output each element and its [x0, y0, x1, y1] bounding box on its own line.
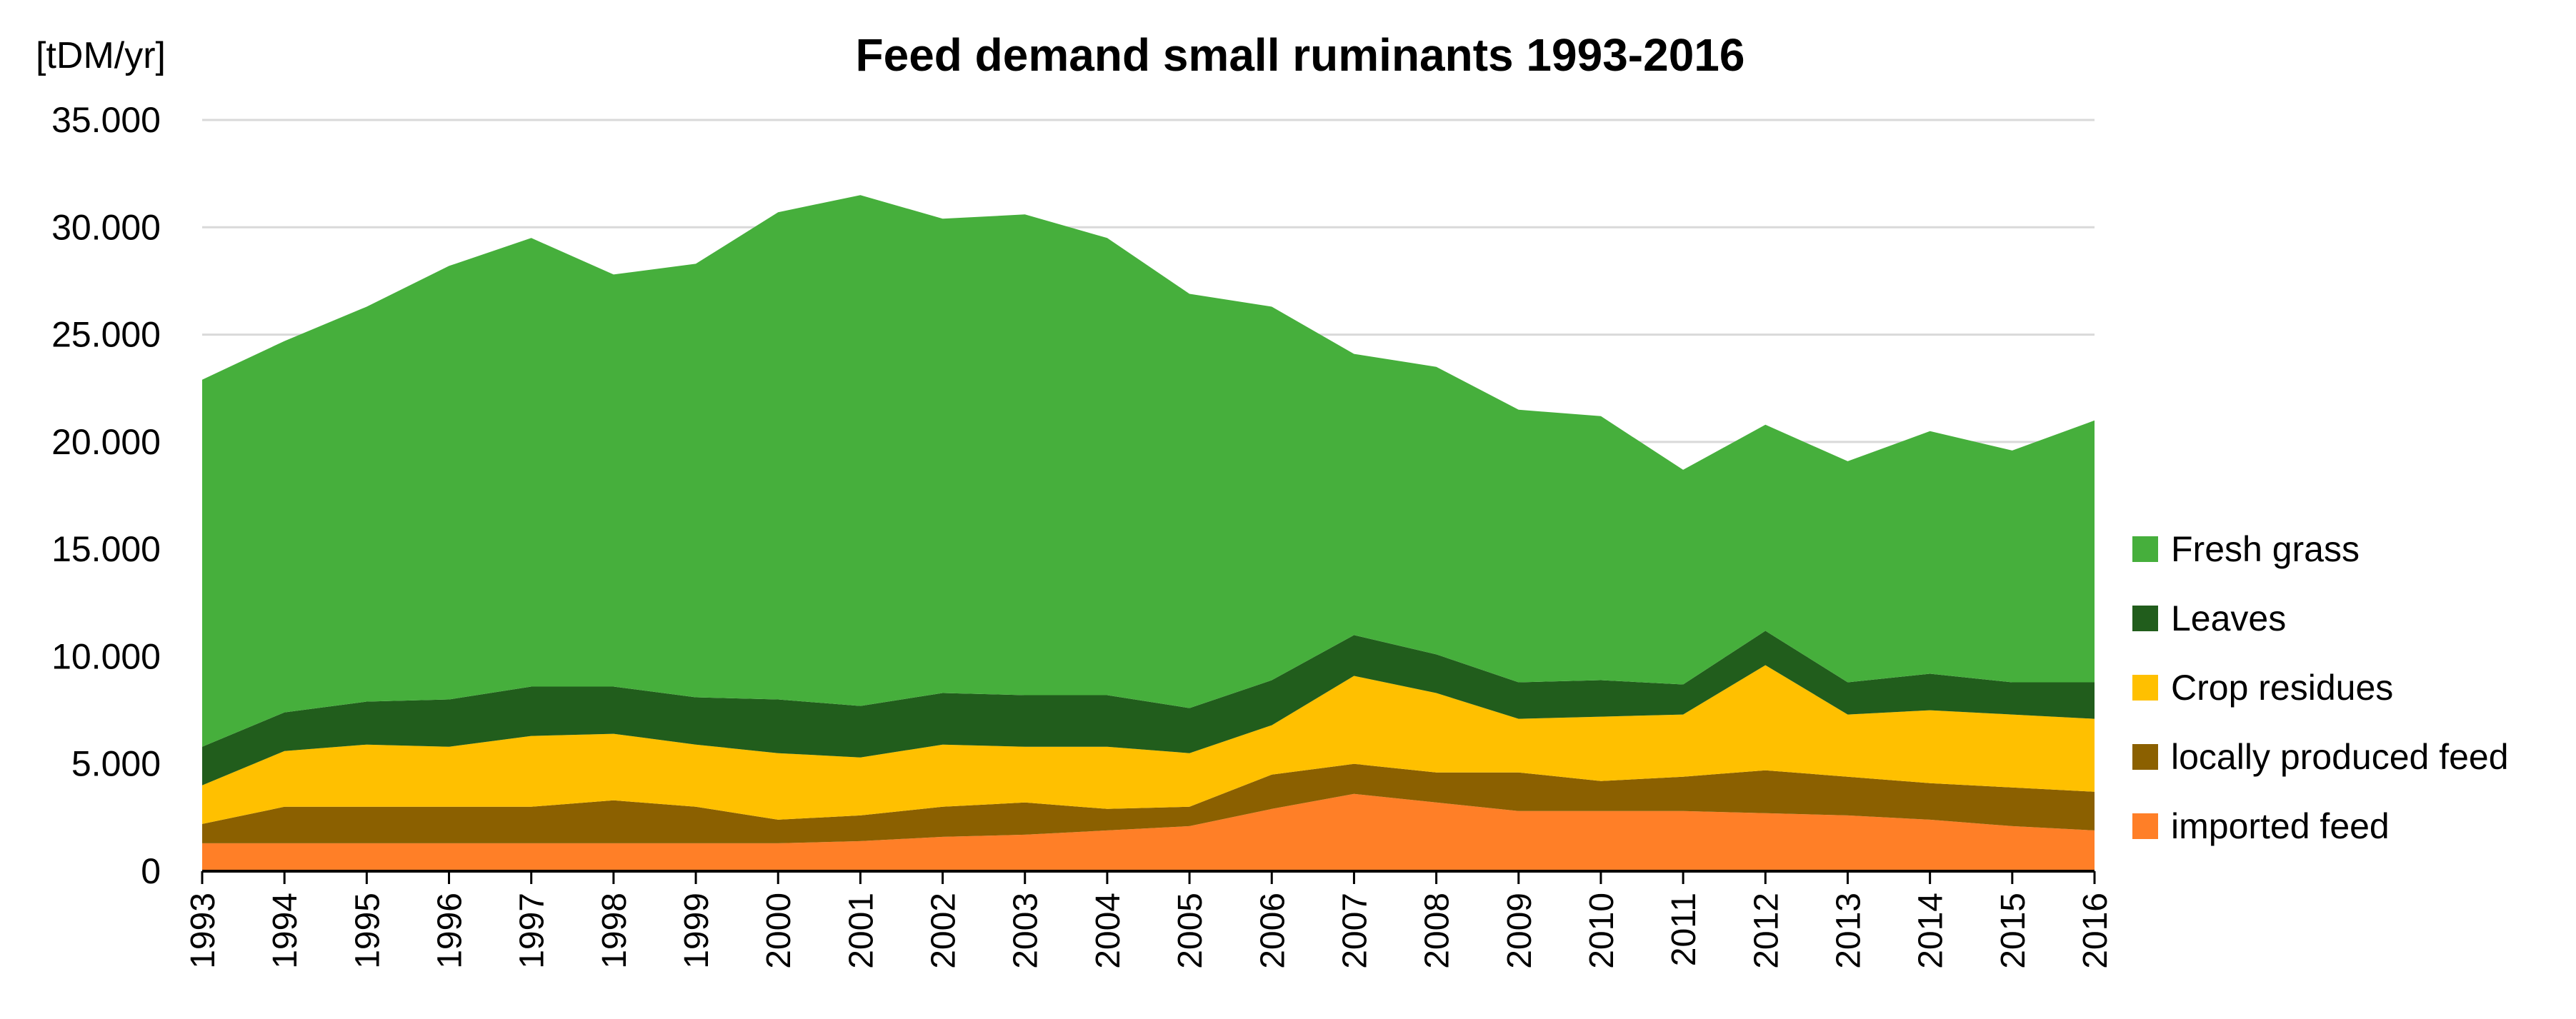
x-tick-label: 2016: [2077, 893, 2115, 969]
legend-label: imported feed: [2171, 805, 2390, 846]
legend-item-crop-residues: Crop residues: [2132, 653, 2509, 722]
x-tick-label: 2001: [842, 893, 880, 969]
x-tick-label: 2002: [925, 893, 963, 969]
legend-swatch: [2132, 813, 2158, 839]
legend-label: locally produced feed: [2171, 736, 2509, 777]
area-series: [202, 195, 2095, 871]
x-tick-label: 2006: [1254, 893, 1292, 969]
y-unit-label: [tDM/yr]: [36, 35, 166, 76]
x-tick-label: 1994: [266, 893, 304, 969]
legend-item-locally-produced-feed: locally produced feed: [2132, 722, 2509, 791]
x-tick-label: 2012: [1747, 893, 1785, 969]
area-locally-produced-feed: [202, 763, 2095, 843]
x-tick-label: 2007: [1336, 893, 1374, 969]
x-tick-label: 1998: [596, 893, 634, 969]
legend-swatch: [2132, 674, 2158, 701]
y-tick-label: 5.000: [71, 744, 161, 784]
x-tick-label: 1997: [514, 893, 551, 969]
legend-swatch: [2132, 743, 2158, 770]
legend-item-fresh-grass: Fresh grass: [2132, 514, 2509, 583]
legend-swatch: [2132, 536, 2158, 562]
area-leaves: [202, 631, 2095, 785]
x-tick-label: 2014: [1912, 893, 1950, 969]
x-tick-label: 2015: [1995, 893, 2032, 969]
chart-title: Feed demand small ruminants 1993-2016: [855, 29, 1745, 81]
x-tick-label: 2005: [1172, 893, 1209, 969]
y-tick-label: 30.000: [51, 207, 161, 247]
area-crop-residues: [202, 665, 2095, 824]
legend-item-imported-feed: imported feed: [2132, 791, 2509, 860]
y-tick-label: 15.000: [51, 529, 161, 569]
y-tick-label: 0: [141, 851, 161, 891]
y-tick-label: 10.000: [51, 636, 161, 676]
x-tick-labels: 1993 1994 1995 1996 1997 1998 1999 2000 2001 2002…: [184, 893, 2115, 969]
x-tick-label: 1999: [678, 893, 716, 969]
x-tick-label: 2011: [1665, 893, 1703, 966]
y-tick-label: 25.000: [51, 315, 161, 355]
legend-item-leaves: Leaves: [2132, 583, 2509, 653]
x-tick-label: 2010: [1583, 893, 1621, 969]
y-tick-label: 20.000: [51, 422, 161, 462]
legend-label: Leaves: [2171, 598, 2287, 638]
x-tick-label: 2003: [1007, 893, 1045, 969]
x-tick-label: 2008: [1419, 893, 1457, 969]
chart-legend: Fresh grass Leaves Crop residues locally pr…: [2132, 514, 2509, 860]
y-tick-label: 35.000: [51, 100, 161, 140]
legend-label: Crop residues: [2171, 667, 2394, 708]
legend-swatch: [2132, 605, 2158, 631]
area-imported-feed: [202, 793, 2095, 871]
y-tick-labels: 0 5.000 10.000 15.000 20.000 25.000 30.000 35.0…: [51, 100, 161, 891]
x-tick-label: 2004: [1089, 893, 1127, 969]
x-tick-label: 2013: [1829, 893, 1867, 969]
axes: [201, 870, 2096, 884]
x-tick-label: 1996: [431, 893, 469, 969]
area-fresh-grass: [202, 195, 2095, 747]
legend-label: Fresh grass: [2171, 528, 2360, 569]
x-tick-label: 2009: [1501, 893, 1539, 969]
x-tick-label: 2000: [760, 893, 798, 969]
x-tick-label: 1995: [349, 893, 386, 969]
x-tick-label: 1993: [184, 893, 222, 969]
